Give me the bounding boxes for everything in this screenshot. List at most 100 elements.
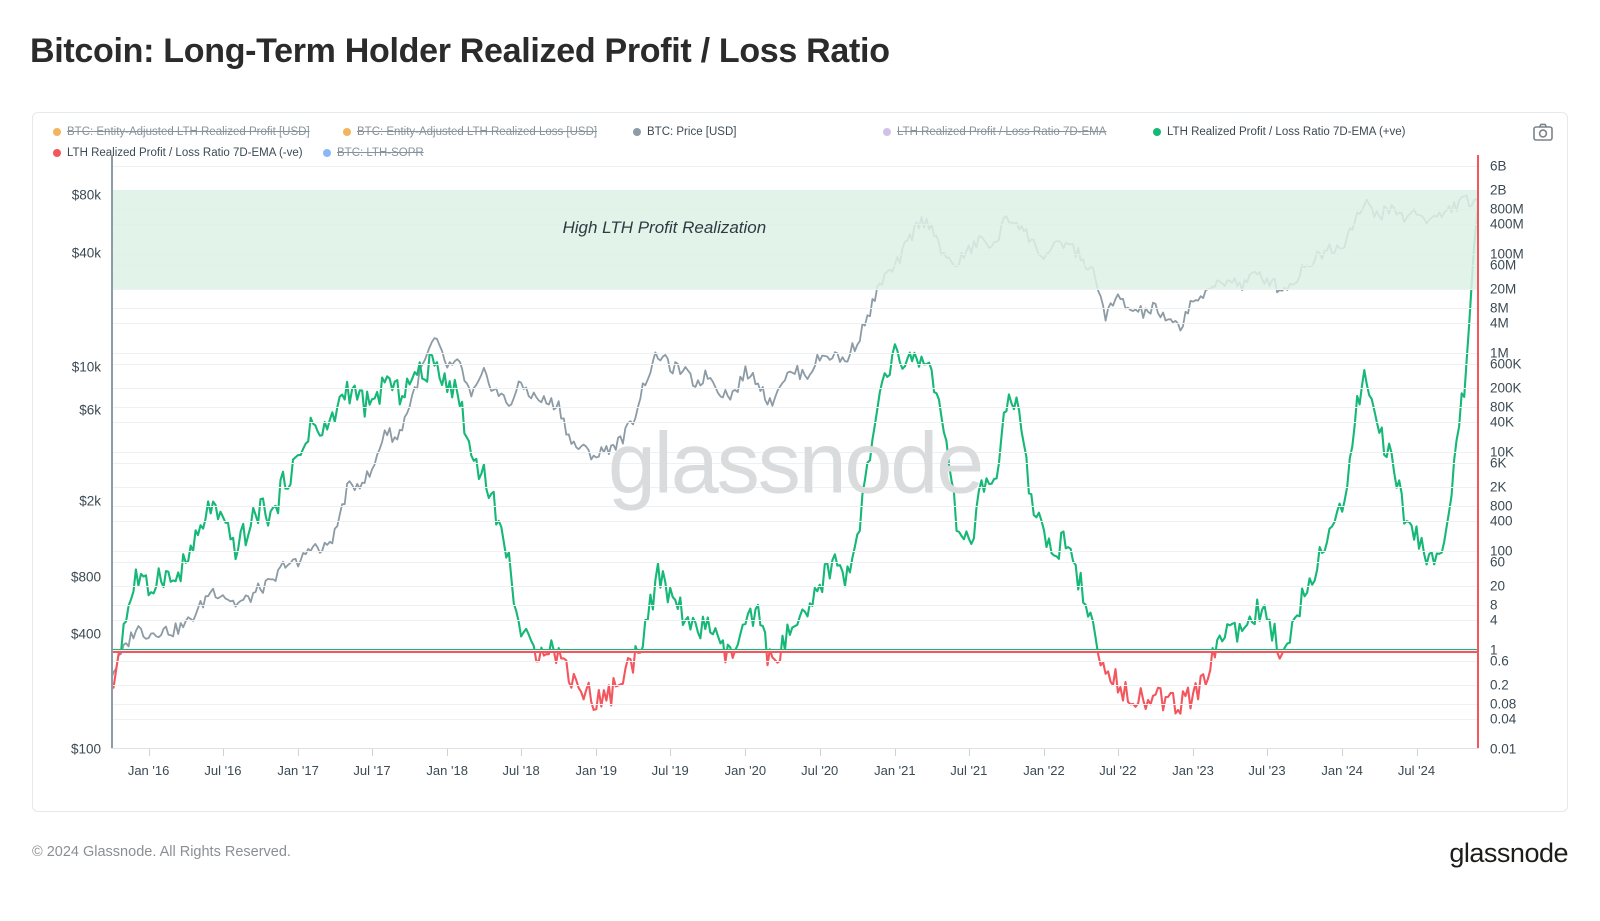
x-tick-label: Jul '24 [1397, 763, 1436, 778]
bottom-axis-line [111, 748, 1479, 749]
legend-item-1[interactable]: BTC: Entity-Adjusted LTH Realized Loss [… [343, 122, 597, 142]
x-tick-label: Jan '20 [724, 763, 767, 778]
right-tick-label: 400M [1490, 216, 1524, 232]
right-tick-label: 40K [1490, 414, 1515, 430]
right-tick-label: 2K [1490, 479, 1507, 495]
grid-line [111, 363, 1479, 365]
grid-line [111, 551, 1479, 552]
right-tick-label: 100 [1490, 543, 1513, 559]
grid-line [111, 585, 1479, 587]
right-tick-label: 400 [1490, 513, 1513, 529]
right-tick-label: 4 [1490, 612, 1498, 628]
x-tick-label: Jul '16 [204, 763, 242, 778]
grid-line [111, 506, 1479, 508]
legend-item-label: BTC: Entity-Adjusted LTH Realized Profit… [67, 126, 310, 138]
legend-color-dot [343, 128, 351, 136]
right-tick-label: 6K [1490, 455, 1507, 471]
x-tick-label: Jan '17 [277, 763, 319, 778]
x-tick-label: Jul '22 [1099, 763, 1137, 778]
grid-line [111, 561, 1479, 563]
right-tick-label: 2B [1490, 182, 1507, 198]
right-tick-label: 60 [1490, 554, 1506, 570]
camera-icon[interactable] [1533, 123, 1553, 141]
right-tick-label: 600K [1490, 356, 1522, 372]
grid-line [111, 165, 1479, 167]
legend-item-6[interactable]: BTC: LTH-SOPR [323, 143, 424, 163]
left-tick-label: $800 [70, 569, 101, 585]
x-tick-mark [1342, 749, 1344, 756]
x-tick-mark [1043, 749, 1045, 756]
legend-item-label: BTC: Price [USD] [647, 126, 737, 138]
x-tick-label: Jan '18 [426, 763, 468, 778]
legend-item-2[interactable]: BTC: Price [USD] [633, 122, 736, 142]
legend-color-dot [53, 149, 61, 157]
grid-line [111, 620, 1479, 622]
legend-color-dot [883, 128, 891, 136]
x-tick-label: Jul '18 [502, 763, 540, 778]
left-tick-label: $2k [79, 493, 101, 509]
grid-line [111, 462, 1479, 464]
grid-line [111, 308, 1479, 310]
grid-line [111, 353, 1479, 354]
ratio-line-positive [120, 188, 1479, 650]
grid-line [111, 605, 1479, 607]
right-tick-label: 8 [1490, 597, 1498, 613]
x-tick-mark [372, 749, 374, 756]
right-tick-label: 0.2 [1490, 677, 1509, 693]
x-tick-label: Jul '20 [801, 763, 839, 778]
left-tick-label: $80k [71, 187, 101, 203]
grid-line [111, 387, 1479, 389]
right-tick-label: 6B [1490, 158, 1507, 174]
x-tick-mark [298, 749, 300, 756]
grid-line [111, 650, 1479, 651]
x-tick-label: Jan '16 [127, 763, 170, 778]
grid-line [111, 452, 1479, 453]
grid-line [111, 684, 1479, 686]
footer-logo: glassnode [1449, 838, 1568, 868]
x-tick-mark [745, 749, 747, 756]
right-axis-line [1477, 155, 1479, 749]
x-tick-mark [596, 749, 598, 756]
x-tick-label: Jan '19 [575, 763, 618, 778]
legend-color-dot [1153, 128, 1161, 136]
x-tick-mark [148, 749, 150, 756]
legend-item-0[interactable]: BTC: Entity-Adjusted LTH Realized Profit… [53, 122, 310, 142]
grid-line [111, 719, 1479, 721]
legend-color-dot [633, 128, 641, 136]
grid-line [111, 323, 1479, 325]
left-tick-label: $100 [70, 741, 101, 757]
plot-area: glassnode High LTH Profit Realization $8… [71, 155, 1524, 778]
right-tick-label: 0.08 [1490, 696, 1517, 712]
legend-item-3[interactable]: LTH Realized Profit / Loss Ratio 7D-EMA [883, 122, 1106, 142]
x-tick-label: Jul '17 [353, 763, 391, 778]
right-tick-label: 1M [1490, 345, 1509, 361]
x-tick-mark [670, 749, 672, 756]
right-tick-label: 20M [1490, 281, 1517, 297]
x-tick-label: Jan '23 [1172, 763, 1214, 778]
x-tick-mark [222, 749, 224, 756]
x-tick-mark [447, 749, 449, 756]
x-tick-mark [968, 749, 970, 756]
legend-color-dot [323, 149, 331, 157]
x-tick-label: Jan '21 [874, 763, 916, 778]
x-tick-mark [1266, 749, 1268, 756]
x-tick-mark [1193, 749, 1195, 756]
legend-item-4[interactable]: LTH Realized Profit / Loss Ratio 7D-EMA … [1153, 122, 1406, 142]
right-tick-label: 20 [1490, 578, 1506, 594]
right-tick-label: 0.6 [1490, 653, 1509, 669]
right-tick-label: 4M [1490, 315, 1509, 331]
grid-line [111, 288, 1479, 290]
left-tick-label: $400 [70, 626, 101, 642]
grid-line [111, 704, 1479, 706]
x-tick-mark [819, 749, 821, 756]
plot-canvas: glassnode High LTH Profit Realization [111, 155, 1479, 749]
right-tick-label: 60M [1490, 257, 1517, 273]
legend-item-label: BTC: LTH-SOPR [337, 147, 424, 159]
legend-item-5[interactable]: LTH Realized Profit / Loss Ratio 7D-EMA … [53, 143, 303, 163]
x-tick-label: Jul '23 [1248, 763, 1286, 778]
x-tick-mark [521, 749, 523, 756]
legend-item-label: LTH Realized Profit / Loss Ratio 7D-EMA [897, 126, 1107, 138]
grid-line [111, 486, 1479, 488]
grid-line [111, 660, 1479, 662]
